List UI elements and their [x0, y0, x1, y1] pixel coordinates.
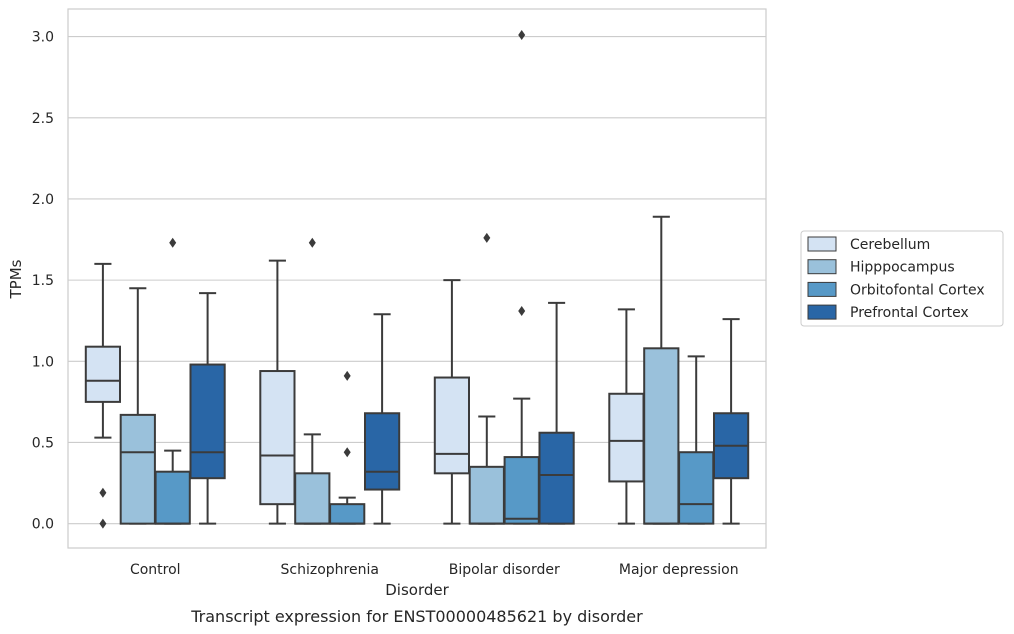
y-tick-label: 2.5 — [32, 111, 54, 127]
y-tick-label: 0.0 — [32, 517, 54, 533]
box-0-1 — [119, 287, 156, 525]
y-tick-labels: 0.0 0.5 1.0 1.5 2.0 2.5 3.0 — [32, 30, 54, 533]
legend-swatch — [807, 281, 837, 297]
y-tick-label: 3.0 — [32, 30, 54, 46]
box-2-1 — [468, 232, 505, 525]
outlier-point — [518, 305, 526, 316]
box-body — [538, 431, 575, 525]
outlier-point — [483, 232, 491, 243]
box-body — [329, 503, 366, 525]
legend-entry-label: Hipppocampus — [850, 260, 955, 276]
x-tick-label: Schizophrenia — [281, 562, 379, 578]
box-1-2 — [329, 370, 366, 525]
grid-lines — [68, 36, 766, 525]
legend: Cerebellum Hipppocampus Orbitofontal Corte… — [800, 230, 1004, 327]
box-1-0 — [259, 259, 296, 525]
legend-swatch — [807, 236, 837, 252]
box-1-1 — [294, 237, 331, 525]
box-3-0 — [608, 308, 645, 525]
outlier-point — [169, 237, 177, 248]
box-body — [294, 472, 331, 525]
box-body — [433, 376, 471, 475]
box-groups — [84, 29, 750, 529]
y-tick-label: 0.5 — [32, 435, 54, 451]
box-2-3 — [538, 301, 575, 525]
legend-frame — [800, 230, 1004, 327]
legend-swatch — [807, 259, 837, 275]
box-body — [363, 412, 401, 491]
y-axis-label: TPMs — [7, 259, 25, 299]
box-3-3 — [712, 318, 750, 525]
box-0-2 — [154, 237, 191, 525]
box-body — [119, 413, 156, 525]
box-1-3 — [363, 313, 401, 525]
y-tick-label: 1.0 — [32, 354, 54, 370]
box-body — [468, 465, 505, 525]
box-body — [503, 456, 540, 525]
chart-caption: Transcript expression for ENST0000048562… — [190, 607, 643, 626]
box-0-3 — [189, 292, 226, 525]
box-2-2 — [503, 29, 540, 525]
legend-entry-label: Prefrontal Cortex — [850, 305, 969, 321]
box-body — [259, 370, 296, 506]
x-tick-labels: Control Schizophrenia Bipolar disorder Majo… — [130, 562, 739, 578]
x-tick-label: Bipolar disorder — [449, 562, 560, 578]
y-tick-label: 2.0 — [32, 192, 54, 208]
plot-frame — [67, 8, 767, 549]
y-tick-label: 1.5 — [32, 273, 54, 289]
box-2-0 — [433, 279, 471, 525]
box-body — [678, 451, 715, 525]
outlier-point — [518, 29, 526, 40]
box-3-1 — [643, 215, 680, 525]
outlier-point — [99, 518, 107, 529]
box-body — [154, 470, 191, 525]
outlier-point — [99, 487, 107, 498]
x-axis-label: Disorder — [385, 581, 449, 599]
outlier-point — [343, 370, 351, 381]
legend-entry-label: Orbitofontal Cortex — [850, 282, 985, 298]
outlier-point — [308, 237, 316, 248]
x-tick-label: Control — [130, 562, 181, 578]
box-body — [643, 347, 680, 525]
box-body — [608, 392, 645, 483]
box-body — [189, 363, 226, 480]
box-0-0 — [84, 262, 122, 529]
box-body — [84, 345, 122, 403]
outlier-point — [343, 447, 351, 458]
x-tick-label: Major depression — [619, 562, 739, 578]
legend-entry-label: Cerebellum — [850, 237, 930, 253]
legend-swatch — [807, 304, 837, 320]
box-3-2 — [678, 355, 715, 525]
